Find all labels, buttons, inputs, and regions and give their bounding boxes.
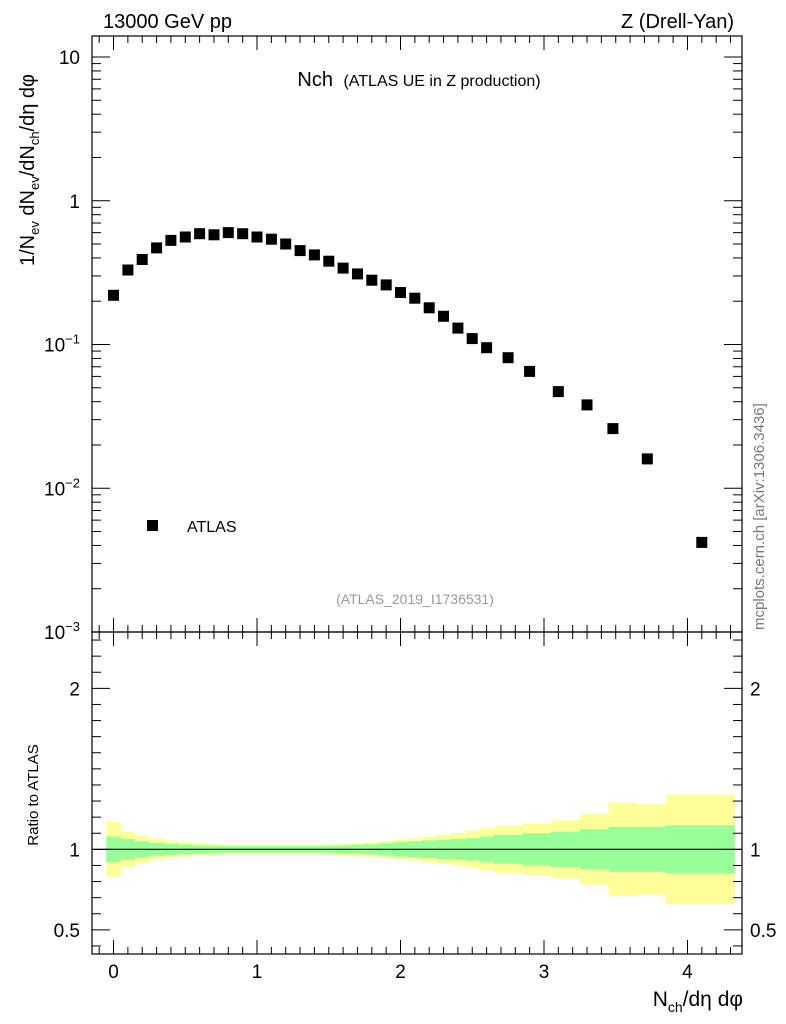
plot-title-main: Nch (297, 69, 333, 91)
data-point (581, 399, 593, 411)
data-point (265, 233, 277, 245)
atlas-data-points (108, 227, 708, 548)
ratio-y-axis-label: Ratio to ATLAS (25, 744, 42, 845)
main-y-tick-label: 10−2 (44, 475, 80, 500)
data-point (280, 238, 292, 250)
x-tick-label: 0 (108, 962, 119, 983)
ratio-plot-frame (91, 631, 743, 955)
data-point (466, 333, 478, 345)
main-y-tick-label: 1 (69, 192, 80, 213)
data-point (409, 292, 421, 304)
data-point (352, 268, 363, 280)
data-point (108, 289, 119, 301)
ratio-y-tick-label-right: 2 (750, 679, 761, 700)
data-point (122, 264, 134, 276)
data-point (237, 228, 249, 240)
energy-label: 13000 GeV pp (103, 11, 232, 33)
analysis-id: (ATLAS_2019_I1736531) (336, 591, 494, 607)
x-tick-label: 4 (682, 962, 693, 983)
data-point (136, 254, 148, 265)
data-point (194, 228, 206, 240)
x-tick-label: 2 (395, 962, 406, 983)
data-point (552, 386, 564, 398)
ratio-y-tick-label-right: 1 (750, 840, 761, 861)
ratio-y-tick-label-left: 0.5 (54, 921, 80, 942)
ratio-y-tick-label-left: 1 (69, 840, 80, 861)
x-tick-label: 1 (252, 962, 263, 983)
ratio-y-tick-label-right: 0.5 (750, 921, 776, 942)
x-tick-label: 3 (539, 962, 550, 983)
data-point (222, 227, 234, 239)
data-point (641, 453, 653, 465)
data-point (607, 423, 619, 435)
data-point (294, 245, 306, 257)
legend-marker (147, 520, 158, 531)
process-label: Z (Drell-Yan) (621, 11, 734, 33)
axis-ticks (92, 36, 742, 954)
data-point (366, 274, 378, 286)
main-y-axis-label: 1/Nev dNev/dNch/dη dφ (17, 74, 42, 266)
watermark: mcplots.cern.ch [arXiv:1306.3436] (751, 403, 768, 630)
data-point (481, 342, 493, 354)
data-point (395, 287, 406, 298)
plot-title: Nch (ATLAS UE in Z production) (297, 69, 540, 91)
data-point (380, 279, 392, 291)
main-y-tick-label: 10 (59, 48, 80, 69)
data-point (502, 352, 514, 364)
axis-tick-labels: 0 1 2 3 4 10−3 10−2 10−1 1 10 0.5 0.5 1 1 2 2 (44, 48, 776, 983)
plot-title-sub: (ATLAS UE in Z production) (343, 73, 540, 90)
data-point (452, 322, 464, 334)
main-y-tick-label: 10−3 (44, 619, 80, 644)
main-plot-frame (91, 35, 743, 633)
ratio-y-tick-label-left: 2 (69, 679, 80, 700)
data-point (423, 302, 435, 314)
data-point (179, 231, 191, 243)
data-point (524, 365, 536, 377)
data-point (165, 234, 177, 246)
data-point (438, 310, 449, 322)
main-y-tick-label: 10−1 (44, 332, 80, 357)
x-axis-label: Nch/dη dφ (653, 988, 743, 1015)
data-point (308, 249, 320, 261)
data-point (251, 231, 263, 243)
data-point (323, 255, 335, 267)
data-point (151, 242, 163, 254)
legend-label: ATLAS (187, 519, 237, 536)
data-point (208, 229, 220, 241)
data-point (696, 536, 708, 548)
data-point (337, 262, 349, 274)
